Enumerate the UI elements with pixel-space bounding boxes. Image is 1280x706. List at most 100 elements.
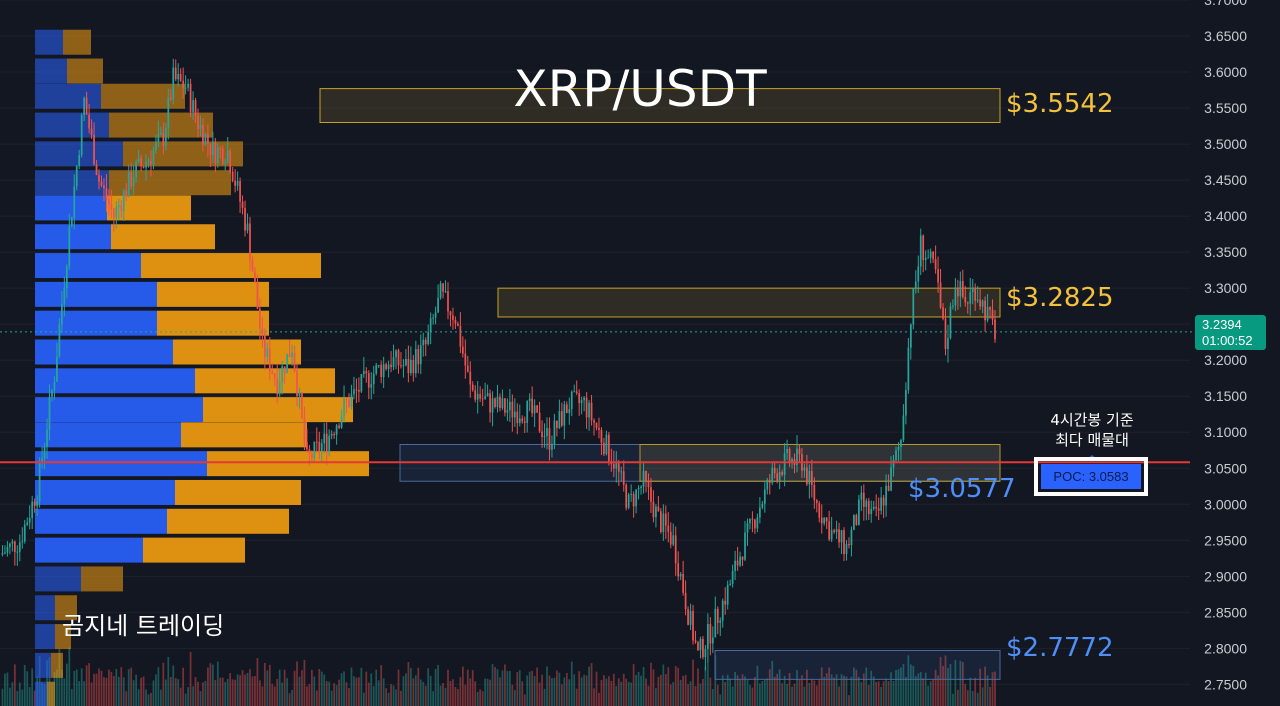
volume-bar: [835, 674, 838, 706]
candle-body: [160, 132, 162, 135]
candle-body: [669, 531, 672, 545]
candle-body: [682, 573, 685, 593]
volume-bar: [501, 670, 504, 706]
vp-buy-bar: [35, 652, 51, 678]
volume-bar: [810, 679, 813, 706]
candle-body: [471, 384, 474, 391]
candle-body: [259, 308, 261, 329]
volume-bar: [174, 678, 177, 706]
candle-body: [711, 637, 714, 644]
candle-body: [994, 319, 996, 340]
volume-bar: [959, 660, 962, 706]
volume-bar: [882, 681, 885, 706]
volume-bar: [677, 667, 680, 706]
vp-buy-bar: [35, 681, 47, 706]
candle-body: [293, 352, 296, 372]
volume-bar: [647, 685, 650, 706]
candle-body: [704, 648, 707, 658]
volume-bar: [469, 678, 472, 706]
current-price-tag[interactable]: 3.2394 01:00:52: [1195, 315, 1266, 350]
candle-body: [23, 524, 26, 542]
volume-bar: [474, 681, 477, 706]
vp-sell-bar: [109, 170, 231, 196]
candle-body: [189, 83, 192, 113]
volume-bar: [400, 690, 402, 706]
candle-body: [273, 373, 276, 379]
vp-buy-bar: [35, 368, 195, 394]
volume-bar: [424, 685, 427, 706]
vp-buy-bar: [35, 83, 101, 109]
candle-body: [952, 305, 954, 307]
candle-body: [41, 458, 43, 462]
candle-body: [400, 365, 402, 367]
volume-bar: [437, 665, 439, 706]
candle-body: [125, 190, 128, 197]
volume-bar: [565, 672, 568, 706]
volume-bar: [909, 664, 912, 706]
candle-body: [4, 552, 6, 554]
candle-body: [424, 339, 427, 345]
volume-bar: [461, 666, 464, 706]
current-price-badge[interactable]: [1195, 315, 1266, 350]
candle-body: [521, 418, 524, 422]
candle-body: [526, 400, 529, 423]
volume-bar: [783, 675, 786, 706]
volume-bar: [13, 664, 16, 706]
volume-bar: [761, 681, 764, 706]
volume-bar: [714, 655, 717, 706]
vp-sell-bar: [63, 29, 91, 55]
candle-body: [254, 271, 256, 283]
vp-buy-bar: [35, 537, 143, 563]
volume-bar: [773, 676, 776, 706]
candle-body: [457, 323, 459, 326]
volume-bar: [224, 681, 227, 706]
volume-bar: [536, 667, 538, 706]
volume-bar: [90, 682, 93, 706]
volume-bar: [340, 673, 343, 706]
volume-bar: [828, 667, 831, 706]
candle-body: [308, 449, 311, 454]
volume-bar: [261, 686, 264, 706]
candle-body: [197, 116, 199, 129]
candle-body: [659, 511, 662, 533]
volume-bar: [395, 689, 397, 706]
candle-body: [63, 288, 66, 304]
price-tick-label: 3.4000: [1204, 208, 1247, 224]
candle-body: [590, 402, 593, 421]
candle-body: [48, 396, 51, 430]
volume-bar: [754, 677, 756, 706]
volume-bar: [246, 672, 249, 706]
volume-bar: [528, 671, 531, 706]
candle-body: [538, 412, 541, 432]
volume-bar: [241, 670, 244, 706]
candle-body: [786, 448, 788, 454]
candle-body: [323, 433, 326, 444]
volume-bar: [731, 686, 734, 706]
volume-bar: [454, 686, 457, 706]
volume-bar: [11, 682, 14, 706]
volume-bar: [362, 692, 365, 706]
candle-body: [70, 217, 73, 227]
volume-bar: [736, 675, 739, 706]
vp-sell-bar: [143, 537, 245, 563]
price-tick-label: 3.3000: [1204, 280, 1247, 296]
candle-body: [823, 517, 826, 524]
volume-bar: [593, 688, 595, 706]
volume-bar: [385, 688, 387, 706]
candle-body: [108, 199, 110, 205]
volume-bar: [721, 675, 724, 706]
candle-body: [964, 296, 967, 303]
candle-body: [229, 150, 232, 172]
candle-body: [622, 471, 625, 485]
candle-body: [565, 404, 568, 414]
volume-bar: [491, 664, 494, 706]
volume-bar: [93, 673, 95, 706]
price-axis[interactable]: 3.7000 3.6500 3.6000 3.5500 3.5000 3.4500 3.40…: [1204, 0, 1247, 692]
volume-bar: [23, 665, 26, 706]
candle-body: [843, 530, 845, 555]
volume-bar: [845, 676, 848, 706]
candle-body: [585, 397, 588, 418]
volume-bar: [825, 673, 828, 706]
candle-body: [798, 448, 801, 455]
